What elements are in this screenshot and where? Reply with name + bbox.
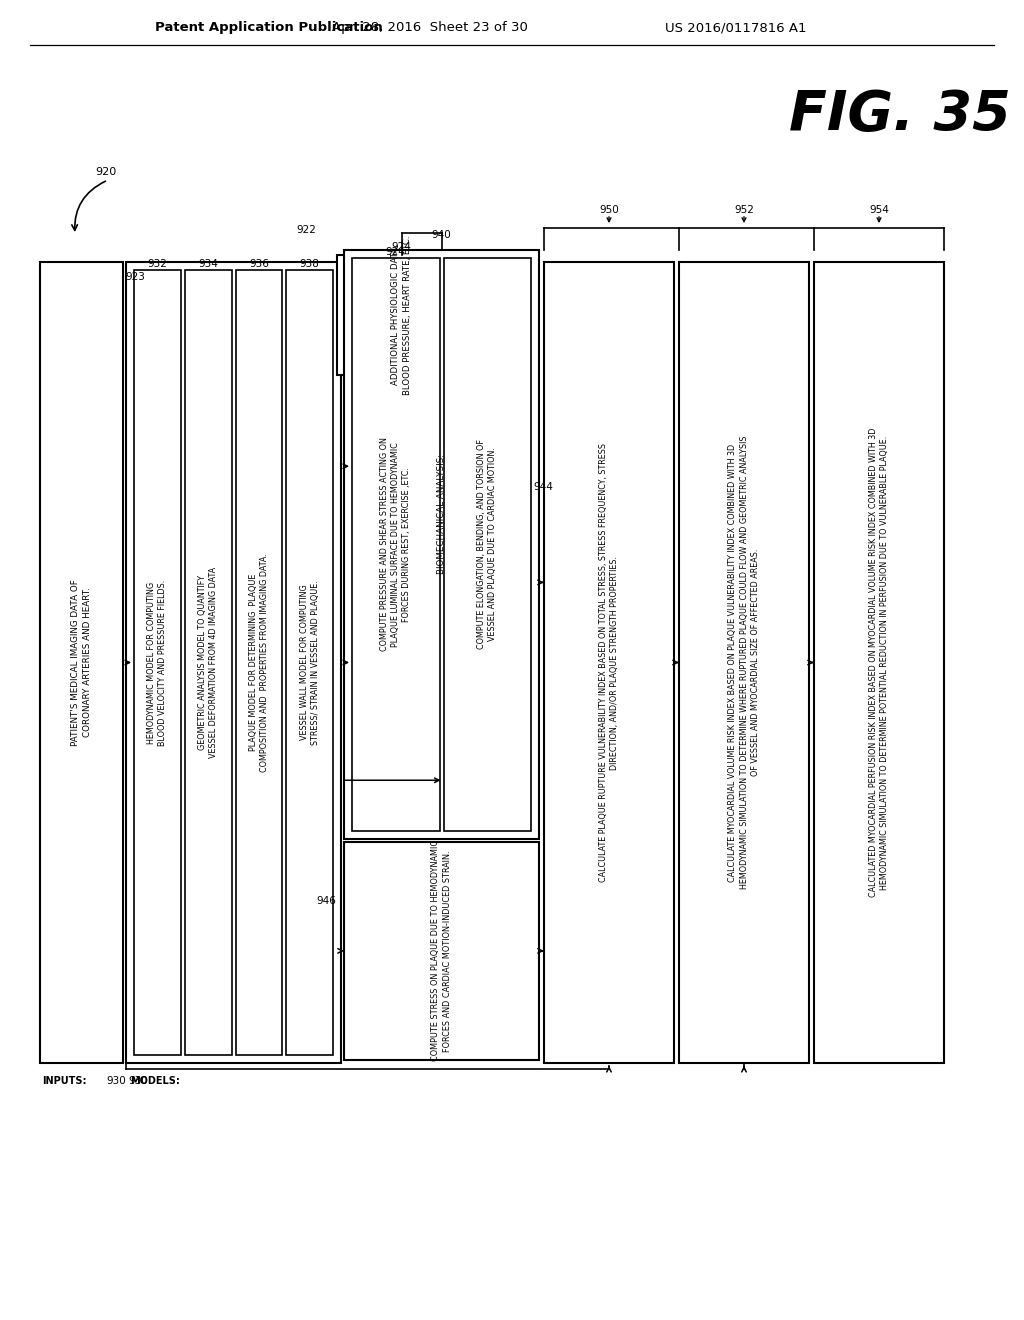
Text: INPUTS:: INPUTS: [42, 1076, 86, 1086]
Text: CALCULATE PLAQUE RUPTURE VULNERABILITY INDEX BASED ON TOTAL STRESS, STRESS FREQU: CALCULATE PLAQUE RUPTURE VULNERABILITY I… [599, 444, 620, 882]
Bar [126, 261, 341, 1063]
Bar [679, 261, 809, 1063]
Text: 936: 936 [249, 259, 269, 269]
Text: FIG. 35: FIG. 35 [790, 88, 1011, 143]
Bar [287, 271, 333, 1055]
Text: 944: 944 [534, 482, 553, 492]
Bar [352, 257, 439, 830]
Text: US 2016/0117816 A1: US 2016/0117816 A1 [665, 21, 807, 34]
Bar [184, 271, 231, 1055]
Text: BIOMECHANICAL ANALYSIS:: BIOMECHANICAL ANALYSIS: [437, 454, 446, 574]
Text: COMPUTE STRESS ON PLAQUE DUE TO HEMODYNAMIC
FORCES AND CARDIAC MOTION-INDUCED ST: COMPUTE STRESS ON PLAQUE DUE TO HEMODYNA… [431, 841, 452, 1061]
Text: 924: 924 [386, 247, 406, 257]
Text: MODELS:: MODELS: [130, 1076, 180, 1086]
Text: 923: 923 [125, 272, 144, 282]
Text: HEMODYNAMIC MODEL FOR COMPUTING
BLOOD VELOCITY AND PRESSURE FIELDS.: HEMODYNAMIC MODEL FOR COMPUTING BLOOD VE… [147, 579, 168, 746]
Text: Apr. 28, 2016  Sheet 23 of 30: Apr. 28, 2016 Sheet 23 of 30 [332, 21, 528, 34]
Text: 950: 950 [599, 205, 618, 215]
Text: 930: 930 [106, 1076, 126, 1086]
Text: GEOMETRIC ANALYSIS MODEL TO QUANTIFY
VESSEL DEFORMATION FROM 4D IMAGING DATA: GEOMETRIC ANALYSIS MODEL TO QUANTIFY VES… [198, 566, 218, 758]
Text: PATIENT'S MEDICAL IMAGING DATA OF
CORONARY ARTERIES AND HEART.: PATIENT'S MEDICAL IMAGING DATA OF CORONA… [71, 579, 92, 746]
Text: 920: 920 [95, 168, 117, 177]
Text: CALCULATE MYOCARDIAL VOLUME RISK INDEX BASED ON PLAQUE VULNERABILITY INDEX COMBI: CALCULATE MYOCARDIAL VOLUME RISK INDEX B… [728, 436, 760, 890]
Text: VESSEL WALL MODEL FOR COMPUTING
STRESS/ STRAIN IN VESSEL AND PLAQUE.: VESSEL WALL MODEL FOR COMPUTING STRESS/ … [300, 579, 319, 744]
Text: CALCULATED MYOCARDIAL PERFUSION RISK INDEX BASED ON MYOCARDIAL VOLUME RISK INDEX: CALCULATED MYOCARDIAL PERFUSION RISK IND… [869, 428, 889, 898]
Text: Patent Application Publication: Patent Application Publication [155, 21, 383, 34]
Text: 946: 946 [316, 896, 336, 906]
Bar [344, 842, 539, 1060]
Bar [814, 261, 944, 1063]
Text: 940: 940 [432, 230, 452, 240]
Bar [337, 255, 467, 375]
Text: 932: 932 [147, 259, 167, 269]
Text: 954: 954 [869, 205, 889, 215]
Text: COMPUTE ELONGATION, BENDING, AND TORSION OF
VESSEL AND PLAQUE DUE TO CARDIAC MOT: COMPUTE ELONGATION, BENDING, AND TORSION… [477, 440, 498, 649]
Bar [40, 261, 123, 1063]
Text: PLAQUE MODEL FOR DETERMINING  PLAQUE
COMPOSITION AND  PROPERTIES FROM IMAGING DA: PLAQUE MODEL FOR DETERMINING PLAQUE COMP… [249, 553, 269, 772]
Bar [544, 261, 674, 1063]
Bar [236, 271, 283, 1055]
Bar [443, 257, 531, 830]
Text: 934: 934 [199, 259, 218, 269]
Text: 952: 952 [734, 205, 754, 215]
Text: 922: 922 [297, 224, 316, 235]
Bar [134, 271, 181, 1055]
Text: ADDITIONAL PHYSIOLOGIC DATA,
BLOOD PRESSURE, HEART RATE, ETC.: ADDITIONAL PHYSIOLOGIC DATA, BLOOD PRESS… [391, 235, 412, 395]
Text: 924: 924 [391, 242, 412, 252]
Text: 930: 930 [128, 1076, 147, 1086]
Bar [344, 249, 539, 838]
Text: 938: 938 [300, 259, 319, 269]
Text: COMPUTE PRESSURE AND SHEAR STRESS ACTING ON
PLAQUE LUMINAL SURFACE DUE TO HEMODY: COMPUTE PRESSURE AND SHEAR STRESS ACTING… [380, 437, 412, 651]
